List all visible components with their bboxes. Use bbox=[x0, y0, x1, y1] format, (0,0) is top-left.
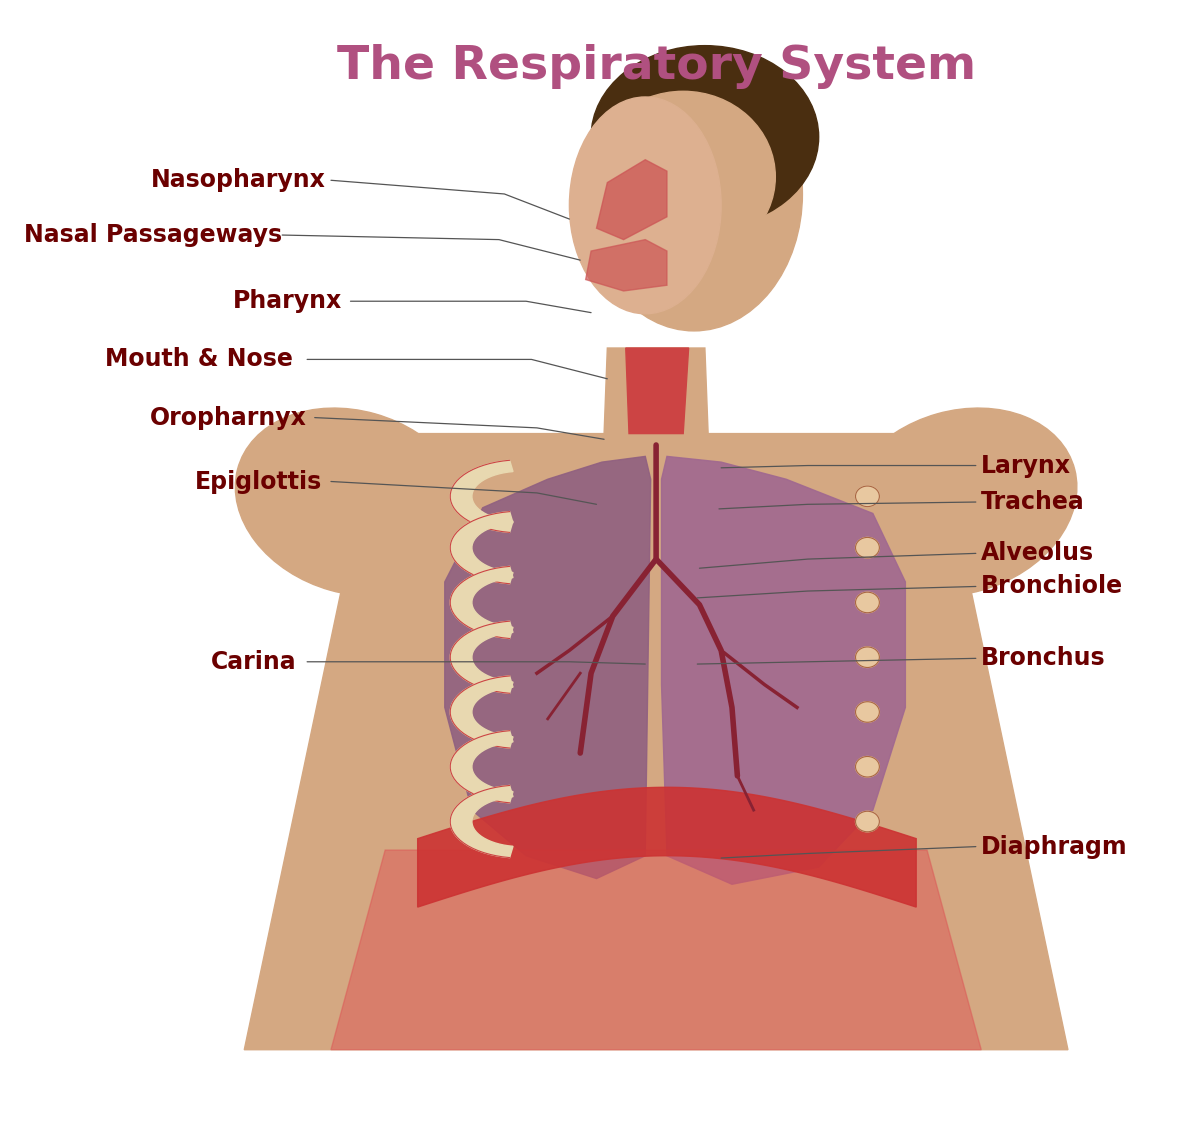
Text: Bronchiole: Bronchiole bbox=[981, 574, 1124, 599]
Text: Mouth & Nose: Mouth & Nose bbox=[105, 347, 294, 372]
Text: Pharynx: Pharynx bbox=[232, 289, 341, 314]
Ellipse shape bbox=[569, 97, 721, 314]
Ellipse shape bbox=[235, 408, 470, 596]
Ellipse shape bbox=[855, 486, 879, 507]
Text: Diaphragm: Diaphragm bbox=[981, 834, 1127, 859]
Ellipse shape bbox=[842, 408, 1077, 596]
Polygon shape bbox=[450, 460, 513, 533]
Text: Bronchus: Bronchus bbox=[981, 646, 1106, 671]
Text: Nasopharynx: Nasopharynx bbox=[151, 168, 326, 193]
Text: Alveolus: Alveolus bbox=[981, 541, 1094, 566]
Text: Larynx: Larynx bbox=[981, 453, 1071, 478]
Polygon shape bbox=[450, 675, 513, 748]
Ellipse shape bbox=[855, 647, 879, 667]
Polygon shape bbox=[450, 621, 513, 694]
Ellipse shape bbox=[855, 756, 879, 777]
Polygon shape bbox=[450, 511, 513, 584]
Polygon shape bbox=[450, 785, 513, 858]
Text: Oropharnyx: Oropharnyx bbox=[150, 405, 307, 430]
Polygon shape bbox=[418, 787, 916, 907]
Polygon shape bbox=[450, 730, 513, 803]
Text: Trachea: Trachea bbox=[981, 489, 1085, 515]
Polygon shape bbox=[586, 240, 667, 291]
Ellipse shape bbox=[855, 811, 879, 832]
Polygon shape bbox=[597, 160, 667, 240]
Polygon shape bbox=[450, 566, 513, 639]
Ellipse shape bbox=[855, 702, 879, 722]
Polygon shape bbox=[625, 348, 689, 434]
Text: Nasal Passageways: Nasal Passageways bbox=[24, 222, 283, 248]
Text: The Respiratory System: The Respiratory System bbox=[337, 43, 975, 89]
Ellipse shape bbox=[591, 91, 775, 262]
Ellipse shape bbox=[586, 57, 803, 331]
Text: Carina: Carina bbox=[211, 649, 296, 674]
Ellipse shape bbox=[855, 537, 879, 558]
Polygon shape bbox=[604, 348, 708, 434]
Polygon shape bbox=[244, 434, 1067, 1050]
Polygon shape bbox=[444, 456, 651, 879]
Ellipse shape bbox=[855, 592, 879, 613]
Ellipse shape bbox=[591, 46, 818, 228]
Polygon shape bbox=[331, 850, 981, 1050]
Text: Epiglottis: Epiglottis bbox=[195, 469, 322, 494]
Polygon shape bbox=[661, 456, 906, 884]
